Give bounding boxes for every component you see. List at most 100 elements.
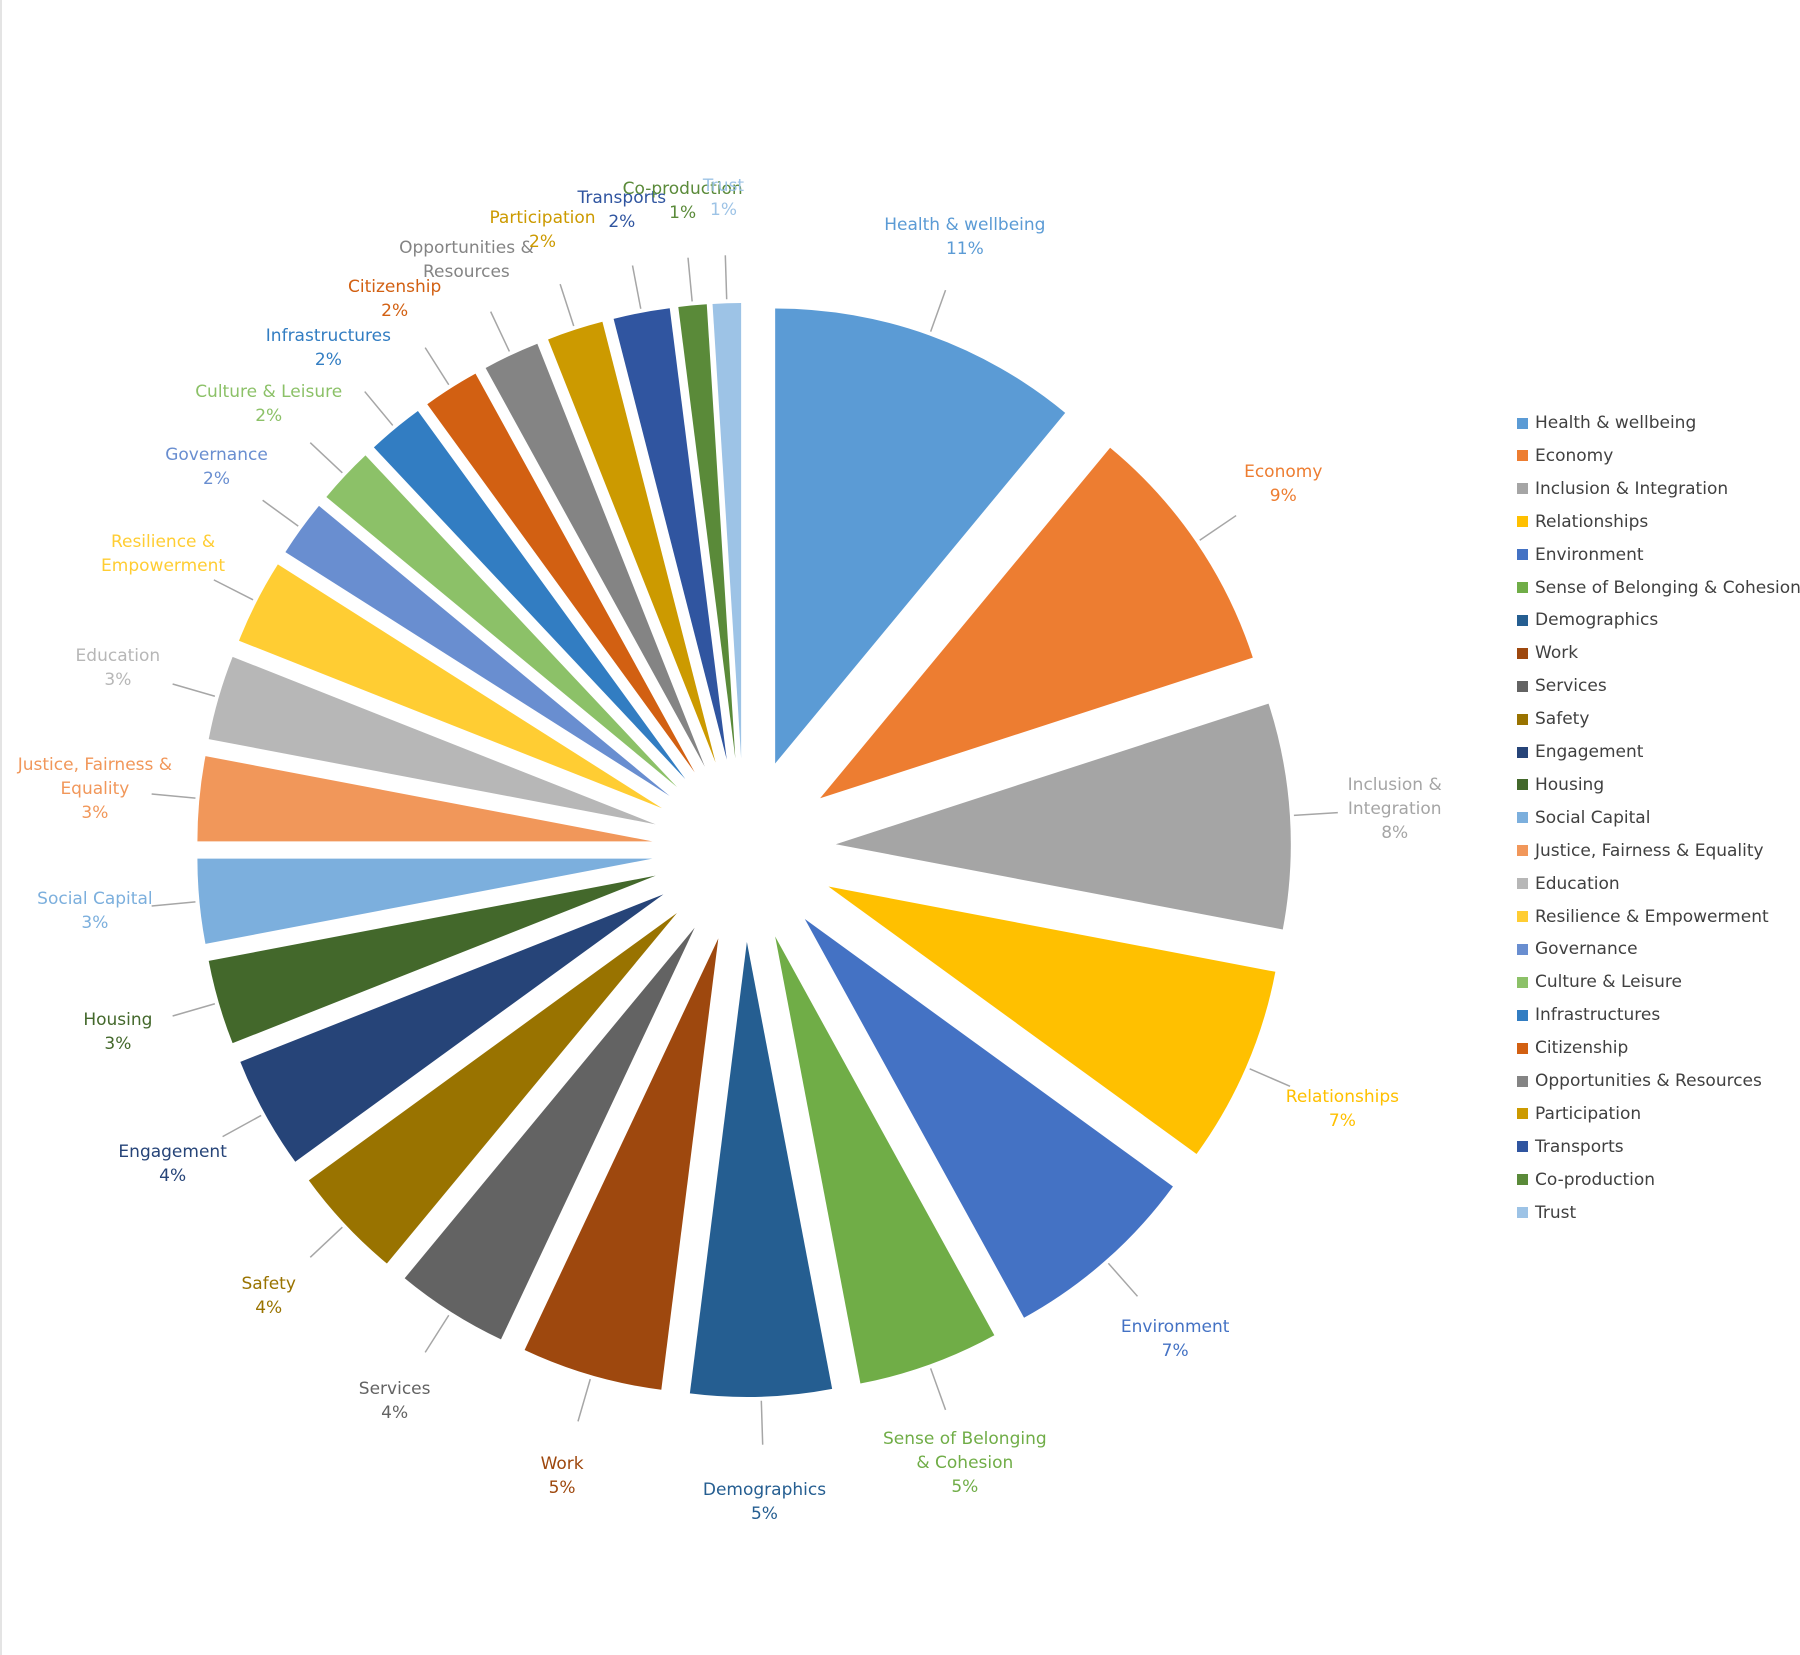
legend-label: Education: [1535, 873, 1620, 894]
value-label: 1%: [669, 202, 697, 223]
legend-entry: Social Capital: [1517, 808, 1650, 828]
pie-slice: [485, 343, 705, 767]
pie-slice: [208, 656, 656, 825]
data-label: Inclusion & Integration 8%: [1310, 773, 1480, 845]
legend-swatch: [1517, 614, 1528, 626]
slice-name: Engagement: [118, 1142, 227, 1163]
data-label: Demographics 5%: [679, 1478, 849, 1526]
pie-slice: [373, 411, 686, 780]
data-label: Governance 2%: [132, 443, 302, 491]
value-label: 1%: [710, 200, 737, 221]
data-label: Health & wellbeing 11%: [880, 213, 1050, 261]
legend-entry: Transports: [1517, 1137, 1624, 1157]
pie-slice: [689, 941, 833, 1397]
legend-swatch: [1517, 713, 1528, 725]
slice-name: Trust: [702, 176, 745, 197]
data-label: Co-production 1%: [598, 177, 768, 225]
data-label: Social Capital 3%: [10, 887, 180, 935]
leader-line: [309, 1226, 343, 1258]
data-label: Infrastructures 2%: [243, 324, 413, 372]
legend-swatch: [1517, 680, 1528, 692]
pie-slice: [820, 447, 1253, 799]
value-label: 3%: [104, 670, 132, 691]
legend-entry: Trust: [1517, 1203, 1576, 1223]
pie-slice: [613, 308, 727, 760]
slice-name: Sense of Belonging & Cohesion: [883, 1429, 1047, 1474]
legend-entry: Environment: [1517, 545, 1644, 565]
data-label: Services 4%: [310, 1377, 480, 1425]
value-label: 4%: [159, 1166, 187, 1187]
legend-swatch: [1517, 1141, 1528, 1153]
data-label: Housing 3%: [33, 1008, 203, 1056]
pie-slice: [326, 455, 677, 788]
slice-name: Housing: [83, 1009, 153, 1030]
pie-slice: [775, 308, 1066, 764]
data-label: Economy 9%: [1198, 460, 1368, 508]
legend-label: Sense of Belonging & Cohesion: [1535, 577, 1800, 598]
data-label: Participation 2%: [458, 206, 628, 254]
data-label: Culture & Leisure 2%: [184, 380, 354, 428]
legend-swatch: [1517, 976, 1528, 988]
legend-swatch: [1517, 845, 1528, 857]
legend-label: Governance: [1535, 939, 1638, 960]
slice-name: Participation: [489, 207, 596, 228]
data-label: Sense of Belonging & Cohesion 5%: [880, 1427, 1050, 1499]
leader-line: [222, 1114, 262, 1138]
legend-label: Culture & Leisure: [1535, 972, 1683, 993]
legend-label: Participation: [1535, 1103, 1642, 1124]
value-label: 9%: [1269, 485, 1297, 506]
legend-swatch: [1517, 1042, 1528, 1054]
value-label: 5%: [951, 1477, 979, 1498]
legend-label: Housing: [1535, 774, 1605, 795]
legend-label: Transports: [1535, 1136, 1624, 1157]
legend-entry: Resilience & Empowerment: [1517, 907, 1769, 927]
slice-name: Inclusion & Integration: [1347, 775, 1442, 820]
legend-swatch: [1517, 417, 1528, 429]
legend-label: Social Capital: [1535, 807, 1651, 828]
value-label: 2%: [381, 301, 409, 322]
legend-label: Relationships: [1535, 511, 1649, 532]
leader-line: [577, 1378, 591, 1422]
legend-entry: Housing: [1517, 775, 1604, 795]
value-label: 2%: [255, 405, 283, 426]
pie-slice: [712, 303, 742, 759]
slice-name: Work: [540, 1454, 584, 1475]
leader-line: [424, 347, 450, 386]
value-label: 5%: [548, 1478, 576, 1499]
value-label: 5%: [750, 1503, 778, 1524]
slice-name: Governance: [165, 444, 268, 465]
pie-slice: [308, 912, 677, 1264]
legend-swatch: [1517, 1207, 1528, 1219]
legend-label: Economy: [1535, 445, 1614, 466]
legend-entry: Economy: [1517, 446, 1613, 466]
legend-swatch: [1517, 516, 1528, 528]
pie-slice: [240, 894, 664, 1162]
leader-line: [631, 265, 642, 309]
data-label: Citizenship 2%: [310, 275, 480, 323]
data-label: Relationships 7%: [1257, 1085, 1427, 1133]
slice-name: Relationships: [1285, 1086, 1399, 1107]
leader-line: [687, 257, 693, 302]
slice-name: Services: [358, 1378, 431, 1399]
legend-label: Demographics: [1535, 610, 1659, 631]
leader-line: [172, 1003, 216, 1017]
legend-entry: Safety: [1517, 709, 1589, 729]
leader-line: [724, 255, 728, 300]
pie-slice: [285, 505, 670, 796]
slice-name: Environment: [1120, 1317, 1230, 1338]
legend-label: Work: [1535, 643, 1579, 664]
leader-line: [1249, 1068, 1291, 1087]
data-label: Engagement 4%: [88, 1140, 258, 1188]
pie-slice: [775, 936, 995, 1384]
legend-entry: Opportunities & Resources: [1517, 1071, 1762, 1091]
legend-entry: Justice, Fairness & Equality: [1517, 841, 1764, 861]
pie-slice: [524, 938, 719, 1390]
legend-swatch: [1517, 746, 1528, 758]
leader-line: [929, 289, 947, 332]
leader-line: [172, 683, 216, 697]
legend-entry: Engagement: [1517, 742, 1643, 762]
pie-slice: [404, 927, 695, 1340]
legend-swatch: [1517, 1174, 1528, 1186]
slice-name: Social Capital: [37, 889, 153, 910]
value-label: 11%: [945, 238, 984, 259]
